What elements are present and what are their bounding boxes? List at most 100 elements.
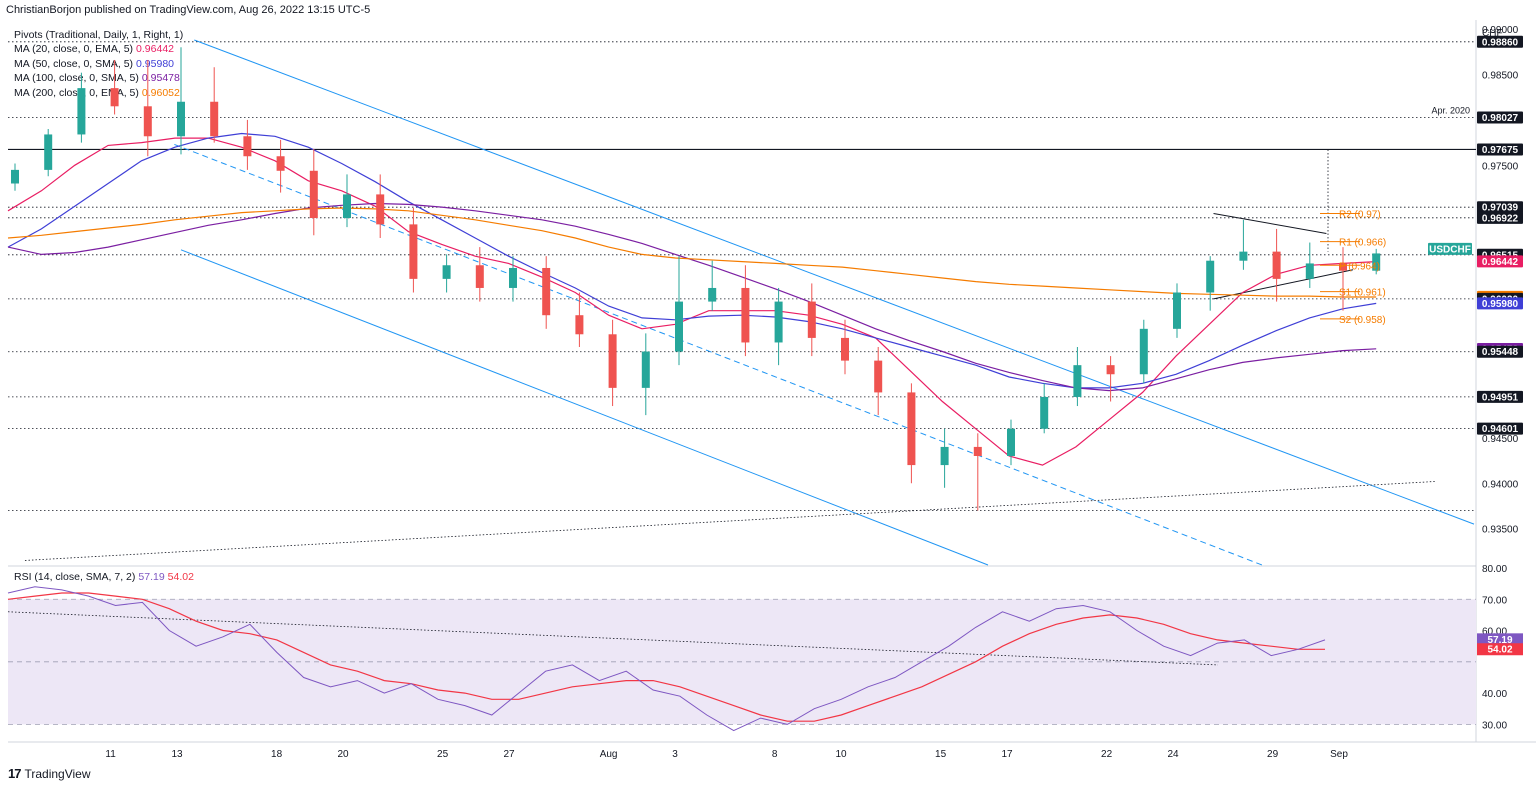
price-label-box (1477, 422, 1523, 435)
long-trend-line (24, 481, 1437, 561)
tradingview-logo-icon: 17 (8, 766, 22, 781)
price-label: 0.95980 (1482, 299, 1519, 310)
candle (44, 129, 53, 177)
rsi-legend-signal: 54.02 (167, 571, 194, 583)
y-tick-label: 0.98500 (1482, 71, 1519, 82)
candle (1239, 219, 1248, 270)
sma100-line (7, 202, 1377, 392)
legend-row-sma100: MA (100, close, 0, SMA, 5) 0.95478 (14, 71, 183, 85)
candle-body (542, 267, 551, 316)
candle (309, 148, 318, 236)
rsi-tick-label: 40.00 (1482, 689, 1507, 700)
candle-body (44, 134, 53, 170)
pivot-label: R1 (0.966) (1339, 238, 1386, 249)
candle-body (177, 101, 185, 137)
candle (940, 428, 949, 488)
price-label-box (1477, 345, 1523, 358)
x-tick-label: 18 (271, 749, 283, 760)
rsi-tick-label: 60.00 (1482, 627, 1507, 638)
legend-row-ema200: MA (200, close, 0, EMA, 5) 0.96052 (14, 86, 183, 100)
candle-body (907, 392, 916, 466)
price-label-box (1477, 111, 1523, 124)
candle (973, 433, 982, 511)
legend-label: MA (200, close, 0, EMA, 5) (14, 86, 139, 99)
legend-label: MA (20, close, 0, EMA, 5) (14, 43, 134, 56)
candle (442, 254, 451, 293)
rsi-line (7, 586, 1326, 732)
candle-body (243, 136, 252, 157)
legend-value: 0.95478 (141, 72, 180, 85)
x-tick-label: 29 (1267, 749, 1279, 760)
candle (741, 265, 750, 357)
x-tick-label: Aug (600, 749, 618, 760)
ema20-line (7, 137, 1377, 466)
pivot-label: S2 (0.958) (1339, 315, 1386, 326)
price-label: 0.98027 (1482, 113, 1519, 124)
ema200-line (7, 207, 1377, 298)
rsi-legend: RSI (14, close, SMA, 7, 2) 57.19 54.02 (14, 571, 194, 583)
triangle-upper-line (1213, 212, 1327, 234)
candle (774, 287, 783, 366)
candle-body (1305, 263, 1314, 279)
rsi-legend-value: 57.19 (138, 571, 165, 583)
price-label: 0.97675 (1482, 145, 1519, 156)
candle-body (1372, 253, 1381, 271)
candle (11, 163, 19, 191)
indicator-legend: Pivots (Traditional, Daily, 1, Right, 1)… (14, 28, 183, 100)
candle-body (11, 169, 19, 184)
candle (874, 347, 883, 416)
footer[interactable]: 17 TradingView (8, 766, 91, 781)
legend-label: MA (50, close, 0, SMA, 5) (14, 57, 134, 70)
x-tick-label: 17 (1001, 749, 1013, 760)
rsi-legend-label: RSI (14, close, SMA, 7, 2) (14, 571, 136, 583)
candle-body (575, 315, 584, 335)
price-label: 0.95448 (1482, 347, 1519, 358)
candle (143, 59, 152, 157)
currency-label: CHF (1482, 28, 1503, 39)
channel-mid-line (174, 143, 1263, 566)
rsi-label-box (1477, 633, 1523, 646)
candle (1206, 256, 1215, 311)
candle-body (741, 287, 750, 343)
candle (1372, 248, 1381, 275)
candle (1007, 419, 1015, 466)
candle-body (874, 360, 883, 393)
candle-body (442, 265, 451, 279)
price-label: 0.98860 (1482, 37, 1519, 48)
candle-body (1139, 328, 1148, 375)
candle (276, 139, 285, 193)
candle (409, 208, 418, 293)
annotation-label: Apr. 2020 (1431, 105, 1470, 115)
sma50-line (7, 132, 1377, 389)
candle-body (841, 337, 849, 361)
candle (77, 72, 86, 143)
candle-body (1239, 251, 1248, 261)
candle (1305, 242, 1314, 288)
candle (110, 59, 119, 115)
x-tick-label: 25 (437, 749, 449, 760)
candle-body (807, 301, 816, 338)
rsi-value-label: 54.02 (1487, 645, 1512, 656)
x-tick-label: 3 (672, 749, 678, 760)
pivot-label: S1 (0.961) (1339, 288, 1386, 299)
x-tick-label: 15 (935, 749, 947, 760)
triangle-lower-line (1213, 269, 1354, 300)
candle-body (940, 446, 949, 466)
candle-body (973, 446, 982, 456)
candle-body (1339, 263, 1347, 271)
price-label-box (1477, 143, 1523, 156)
y-tick-label: 0.93500 (1482, 525, 1519, 536)
candle-body (409, 224, 418, 279)
x-tick-label: 13 (171, 749, 183, 760)
price-label-box (1477, 201, 1523, 214)
legend-label: MA (100, close, 0, SMA, 5) (14, 72, 139, 85)
legend-label: Pivots (Traditional, Daily, 1, Right, 1) (14, 29, 184, 41)
candle-body (376, 194, 385, 225)
candle-body (309, 170, 318, 219)
price-label-box (1428, 242, 1472, 255)
candle-body (343, 194, 351, 219)
channel-lower-line (180, 249, 989, 566)
x-tick-label: 22 (1101, 749, 1113, 760)
candle-body (1173, 292, 1181, 329)
